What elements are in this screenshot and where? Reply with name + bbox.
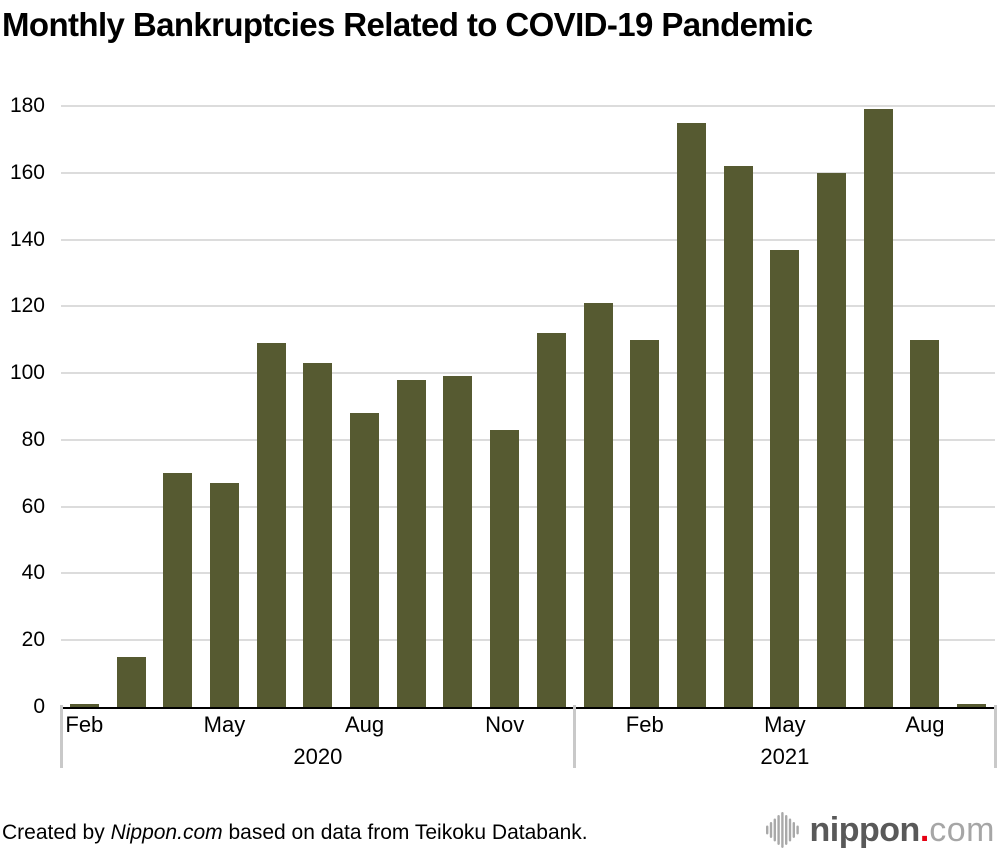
credit-prefix: Created by — [2, 821, 111, 844]
footer: Created by Nippon.com based on data from… — [2, 811, 998, 850]
year-label-2021: 2021 — [760, 744, 810, 769]
bar-apr-2021 — [723, 166, 753, 707]
soundwave-icon — [765, 812, 799, 848]
bar-feb-2020 — [69, 703, 99, 707]
x-tick-label-feb-2021: Feb — [625, 712, 664, 737]
gridline-40 — [61, 572, 995, 575]
bar-jan-2021 — [583, 303, 613, 707]
gridline-100 — [61, 372, 995, 375]
bar-apr-2020 — [163, 473, 193, 707]
y-tick-label-160: 160 — [9, 160, 45, 184]
axis-section-divider — [573, 705, 577, 768]
x-tick-label-may-2021: May — [764, 712, 806, 737]
axis-section-divider — [59, 705, 63, 768]
nippon-logo: nippon. com — [765, 806, 995, 854]
gridline-60 — [61, 505, 995, 508]
bar-may-2021 — [770, 249, 800, 707]
bar-aug-2021 — [910, 339, 940, 707]
bar-may-2020 — [209, 483, 239, 707]
logo-name: nippon — [809, 810, 921, 849]
x-tick-label-feb-2020: Feb — [65, 712, 104, 737]
gridline-140 — [61, 238, 995, 241]
bar-jul-2021 — [863, 109, 893, 707]
logo-tld: com — [929, 810, 995, 849]
plot-area — [61, 105, 995, 709]
credit-source: Nippon.com — [110, 821, 223, 844]
x-tick-label-aug-2020: Aug — [344, 712, 385, 737]
y-tick-label-120: 120 — [9, 294, 45, 318]
chart-title: Monthly Bankruptcies Related to COVID-19… — [2, 6, 813, 43]
y-tick-label-0: 0 — [33, 695, 45, 718]
x-axis-line — [61, 707, 995, 709]
y-axis-labels: 0 20 40 60 80 100 120 140 160 180 — [0, 94, 45, 718]
bar-sep-2020 — [396, 379, 426, 707]
gridline-160 — [61, 171, 995, 174]
gridline-20 — [61, 639, 995, 642]
y-tick-label-20: 20 — [21, 628, 45, 652]
bar-jun-2021 — [817, 172, 847, 707]
bar-mar-2021 — [676, 122, 706, 707]
y-tick-label-100: 100 — [9, 361, 45, 385]
y-tick-label-140: 140 — [9, 227, 45, 251]
y-tick-label-180: 180 — [9, 94, 45, 117]
bar-jul-2020 — [303, 363, 333, 707]
bar-nov-2020 — [490, 429, 520, 707]
axis-section-divider — [993, 705, 997, 768]
bar-mar-2020 — [116, 656, 146, 707]
bar-sep-2021 — [957, 703, 987, 707]
logo-dot: . — [919, 810, 930, 849]
gridline-120 — [61, 305, 995, 308]
credit-suffix: based on data from Teikoku Databank. — [222, 821, 588, 844]
y-tick-label-40: 40 — [21, 561, 45, 585]
bar-oct-2020 — [443, 376, 473, 707]
year-label-2020: 2020 — [293, 744, 343, 769]
bar-feb-2021 — [630, 339, 660, 707]
x-tick-label-nov-2020: Nov — [485, 712, 525, 737]
y-tick-label-60: 60 — [21, 494, 45, 518]
gridline-80 — [61, 438, 995, 441]
credit-text: Created by Nippon.com based on data from… — [2, 821, 588, 845]
bar-aug-2020 — [350, 413, 380, 707]
bar-jun-2020 — [256, 343, 286, 707]
bar-dec-2020 — [536, 333, 566, 707]
gridline-180 — [61, 105, 995, 107]
y-tick-label-80: 80 — [21, 427, 45, 451]
x-tick-label-may-2020: May — [203, 712, 246, 737]
x-tick-label-aug-2021: Aug — [905, 712, 945, 737]
